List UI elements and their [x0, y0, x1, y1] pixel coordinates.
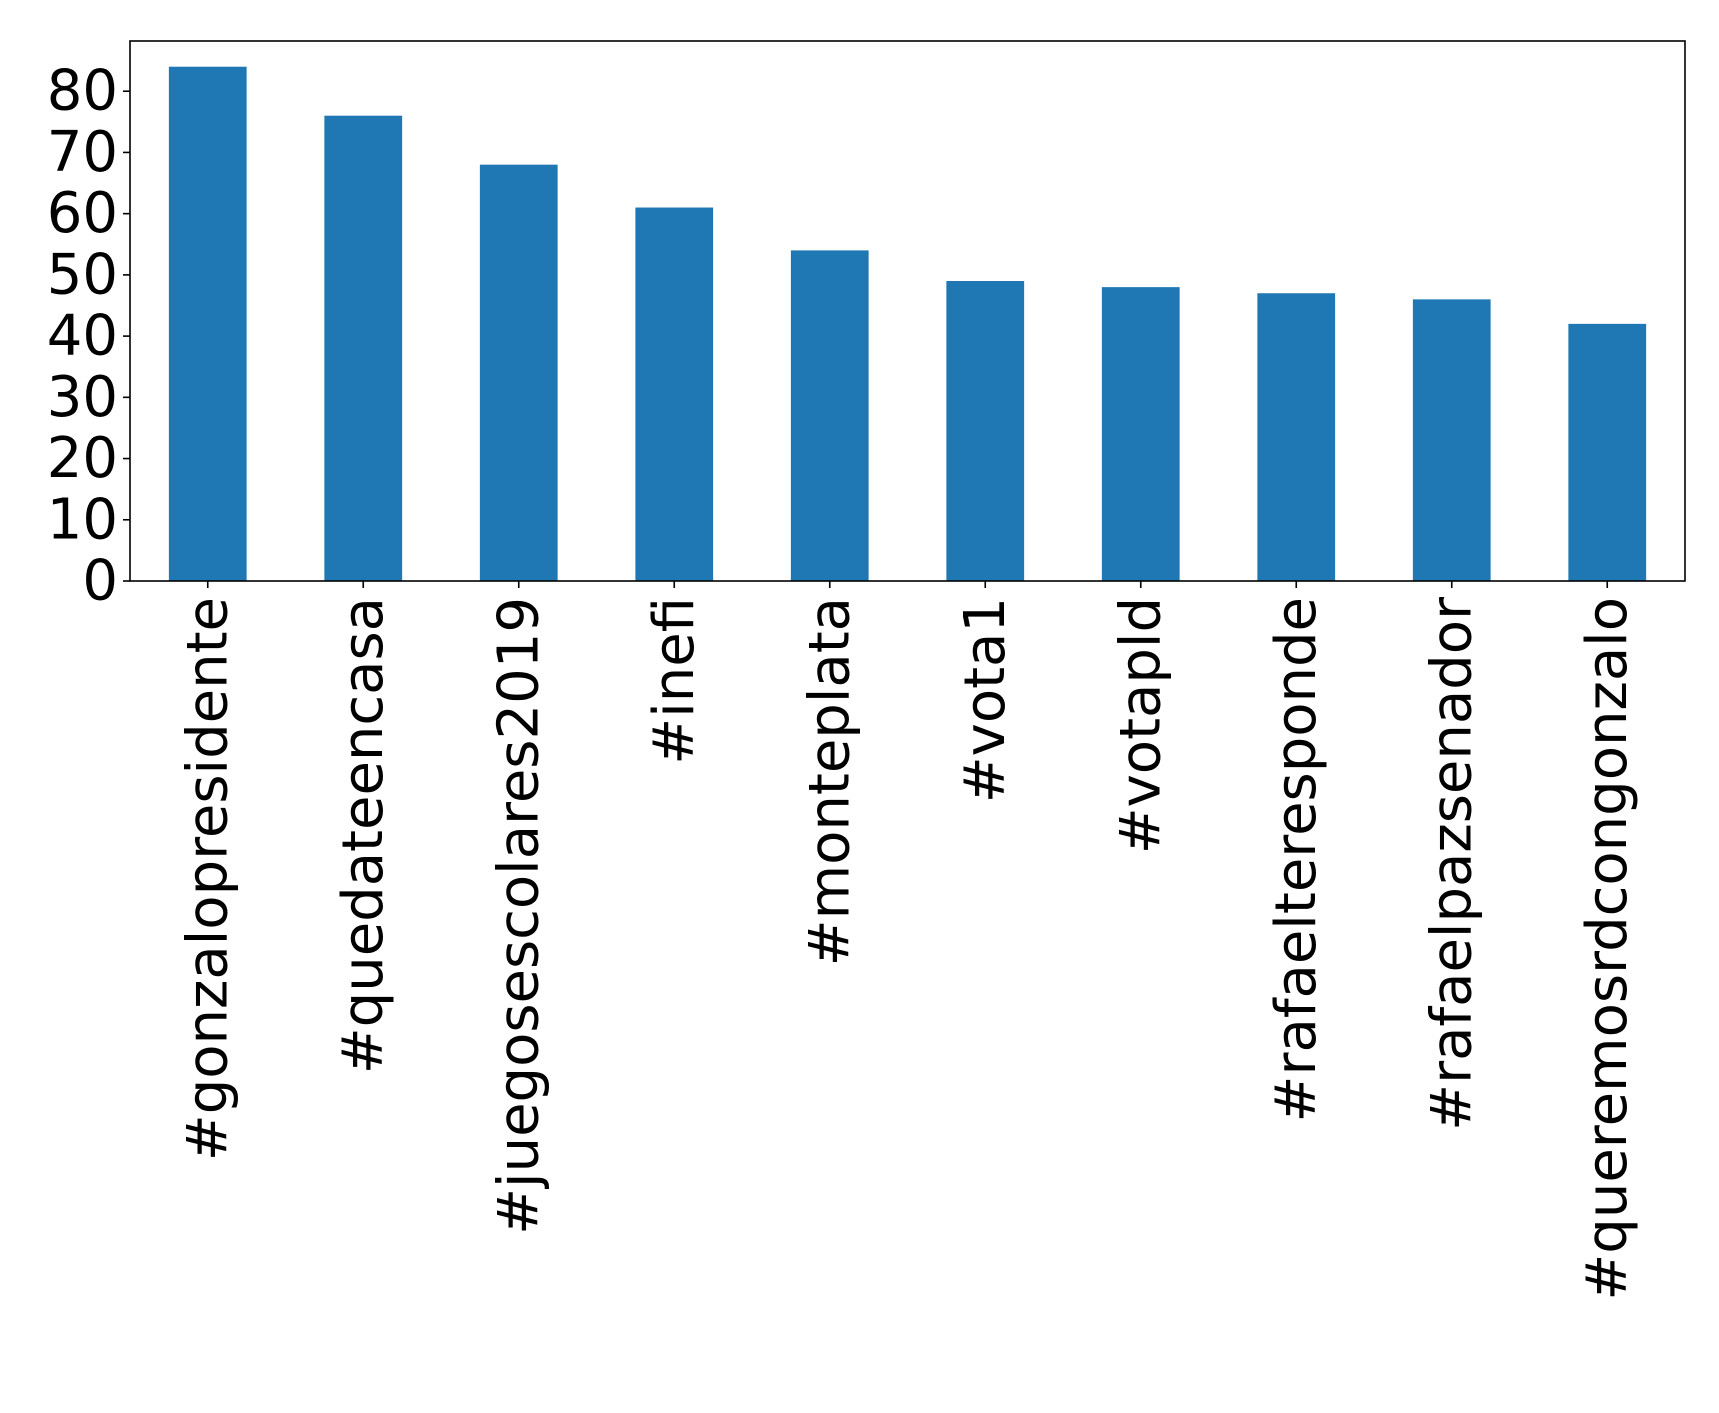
y-tick-label: 70: [47, 120, 118, 185]
bar-7: [1257, 293, 1336, 581]
x-tick-label: #rafaelteresponde: [1264, 597, 1329, 1122]
y-tick-label: 80: [47, 59, 118, 124]
y-tick-label: 0: [82, 549, 118, 614]
x-tick-label: #juegosescolares2019: [486, 597, 551, 1235]
bar-0: [168, 66, 247, 581]
x-tick-label: #gonzalopresidente: [175, 597, 240, 1161]
bars-group: [168, 66, 1647, 581]
bar-2: [479, 164, 558, 581]
y-tick-label: 30: [47, 365, 118, 430]
x-tick-label: #quedateencasa: [331, 597, 396, 1074]
y-tick-label: 10: [47, 487, 118, 552]
x-tick-label: #queremosrdcongonzalo: [1575, 597, 1640, 1301]
bar-8: [1412, 299, 1491, 581]
x-tick-label: #monteplata: [797, 597, 862, 966]
y-tick-label: 50: [47, 242, 118, 307]
plot-frame: [129, 40, 1686, 582]
bar-3: [635, 207, 714, 581]
bar-4: [790, 250, 869, 581]
bar-1: [324, 115, 403, 581]
y-tick-label: 20: [47, 426, 118, 491]
y-tick-label: 60: [47, 181, 118, 246]
bar-6: [1101, 287, 1180, 581]
x-tick-label: #inefi: [642, 597, 707, 765]
bar-5: [946, 281, 1025, 581]
x-axis: #gonzalopresidente #quedateencasa #juegose…: [175, 581, 1640, 1301]
x-tick-label: #votapld: [1108, 597, 1173, 854]
y-tick-label: 40: [47, 304, 118, 369]
x-tick-label: #rafaelpazsenador: [1419, 596, 1484, 1131]
x-tick-label: #vota1: [953, 597, 1018, 803]
bar-9: [1568, 323, 1647, 581]
